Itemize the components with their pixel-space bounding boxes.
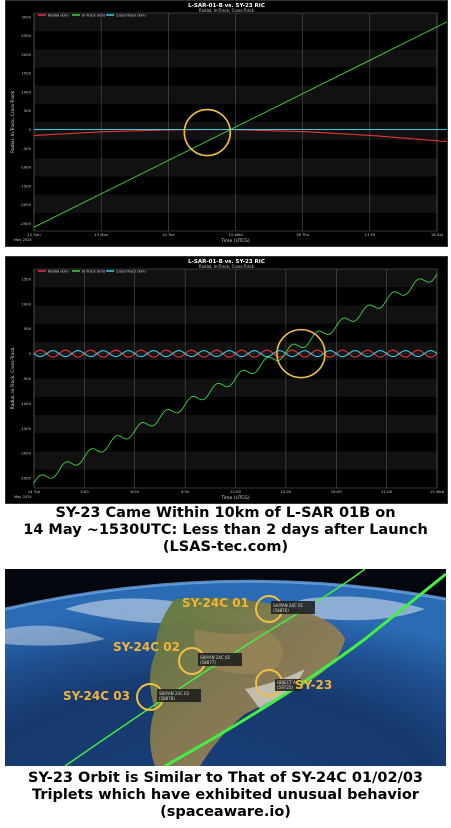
x-tick-label: 14 Tue xyxy=(28,489,41,494)
sat-tag-line2: (58878) xyxy=(159,696,175,701)
x-tick-label: 18 Sat xyxy=(431,232,444,237)
orbit-track-sy24c xyxy=(64,569,366,766)
y-tick-label: -1000 xyxy=(20,165,32,170)
legend-label: In-Track (km) xyxy=(82,14,106,18)
x-sub-label: May 2024 xyxy=(14,238,32,242)
y-tick-label: 0 xyxy=(29,351,32,356)
sat-label-sy24c-02: SY-24C 02 xyxy=(113,640,180,654)
legend-label: Radial (km) xyxy=(48,14,69,18)
sat-tag-line2: (58876) xyxy=(273,608,289,613)
ric-chart-day: L-SAR-01-B vs. SY-23 RIC Radial, In-Track… xyxy=(5,256,448,504)
chart-subtitle: Radial, In-Track, Cross-Track xyxy=(199,264,255,269)
series-line xyxy=(33,350,438,358)
y-tick-label: 0 xyxy=(29,127,32,132)
globe-svg: SHIYAN 24C 01 (58876) SHIYAN 24C 02 (588… xyxy=(5,569,446,766)
x-axis-label: Time (UTCG) xyxy=(220,238,250,244)
sat-label-sy24c-03: SY-24C 03 xyxy=(63,689,130,703)
highlight-circle xyxy=(183,108,232,157)
y-tick-label: -1000 xyxy=(20,401,32,406)
y-tick-label: -2500 xyxy=(20,476,32,481)
globe-caption: SY-23 Orbit is Similar to That of SY-24C… xyxy=(0,770,451,821)
y-tick-label: 1500 xyxy=(21,71,31,76)
chart-caption-line: SY-23 Came Within 10km of L-SAR 01B on xyxy=(55,505,396,521)
sat-tag-line1: SHIYAN 24C 03 xyxy=(159,691,190,696)
y-tick-label: 500 xyxy=(24,326,32,331)
y-tick-label: 1000 xyxy=(21,89,31,94)
x-tick-label: 12:00 xyxy=(230,489,242,494)
x-tick-label: 17 Fri xyxy=(365,232,376,237)
ric-chart-week: L-SAR-01-B vs. SY-23 RIC Radial, In-Track… xyxy=(5,0,451,247)
legend-label: In-Track (km) xyxy=(82,270,106,274)
x-tick-label: 15 Wed xyxy=(228,232,243,237)
globe-caption-line: SY-23 Orbit is Similar to That of SY-24C… xyxy=(27,770,424,786)
x-axis-label: Time (UTCG) xyxy=(220,495,250,501)
sat-tag: OBJECT A (59725) xyxy=(275,679,301,691)
y-tick-label: -500 xyxy=(22,376,31,381)
y-tick-label: 1000 xyxy=(21,301,31,306)
highlight-circle xyxy=(276,328,326,379)
y-tick-label: 2500 xyxy=(21,33,31,38)
series-line xyxy=(33,19,451,228)
x-tick-label: 6:00 xyxy=(130,489,139,494)
x-tick-label: 16 Thu xyxy=(296,232,310,237)
legend-label: Radial (km) xyxy=(48,270,69,274)
x-tick-label: 18:00 xyxy=(331,489,343,494)
earth-atmosphere xyxy=(5,579,446,611)
orbit-track-sy23 xyxy=(164,572,446,766)
y-tick-label: -2000 xyxy=(20,451,32,456)
sat-tag-line1: SHIYAN 24C 02 xyxy=(200,655,231,660)
chart-subtitle: Radial, In-Track, Cross-Track xyxy=(199,8,255,13)
sat-label-sy23: SY-23 xyxy=(295,678,332,692)
globe-caption-line: (spaceaware.io) xyxy=(160,804,291,820)
y-tick-label: -2500 xyxy=(20,221,32,226)
sat-label-sy24c-01: SY-24C 01 xyxy=(182,596,249,610)
globe-caption-line: Triplets which have exhibited unusual be… xyxy=(32,787,419,803)
sat-tag-line1: SHIYAN 24C 01 xyxy=(273,603,304,608)
x-tick-label: 15:00 xyxy=(280,489,292,494)
chart-caption-line: (LSAS-tec.com) xyxy=(162,539,289,555)
chart-caption-line: 14 May ~1530UTC: Less than 2 days after … xyxy=(23,522,428,538)
chart-title: L-SAR-01-B vs. SY-23 RIC xyxy=(188,259,265,265)
chart-caption: SY-23 Came Within 10km of L-SAR 01B on 1… xyxy=(0,505,451,556)
legend-label: Cross-Track (km) xyxy=(116,14,146,18)
x-tick-label: 21:00 xyxy=(381,489,393,494)
x-sub-label: May 2024 xyxy=(14,495,32,499)
x-tick-label: 9:00 xyxy=(181,489,190,494)
x-tick-label: 12 Sun xyxy=(27,232,41,237)
y-tick-label: 1500 xyxy=(21,276,31,281)
y-tick-label: 3000 xyxy=(21,14,31,19)
y-tick-label: -1500 xyxy=(20,183,32,188)
sat-tag: SHIYAN 24C 02 (58877) xyxy=(198,653,242,666)
y-tick-label: 2000 xyxy=(21,52,31,57)
sat-tag-line1: OBJECT A xyxy=(277,680,296,685)
x-tick-label: 14 Tue xyxy=(162,232,175,237)
y-axis-label: Radial, In-Track, Cross-Track xyxy=(10,347,16,410)
sat-tag-line2: (58877) xyxy=(200,660,216,665)
cloud-patch xyxy=(5,625,105,646)
y-tick-label: -1500 xyxy=(20,426,32,431)
series-line xyxy=(33,273,438,484)
x-tick-label: 15 Wed xyxy=(430,489,445,494)
y-tick-label: -2000 xyxy=(20,202,32,207)
orbit-globe-view: SHIYAN 24C 01 (58876) SHIYAN 24C 02 (588… xyxy=(5,569,446,766)
x-tick-label: 3:00 xyxy=(80,489,89,494)
sat-tag-line2: (59725) xyxy=(277,685,293,690)
x-tick-label: 13 Mon xyxy=(94,232,109,237)
y-tick-label: 500 xyxy=(24,108,32,113)
y-axis-label: Radial, In-Track, Cross-Track xyxy=(10,91,16,154)
sat-tag: SHIYAN 24C 01 (58876) xyxy=(271,601,315,614)
chart-title: L-SAR-01-B vs. SY-23 RIC xyxy=(188,3,265,9)
sat-tag: SHIYAN 24C 03 (58878) xyxy=(157,689,201,702)
legend-label: Cross-Track (km) xyxy=(116,270,146,274)
y-tick-label: -500 xyxy=(22,146,31,151)
